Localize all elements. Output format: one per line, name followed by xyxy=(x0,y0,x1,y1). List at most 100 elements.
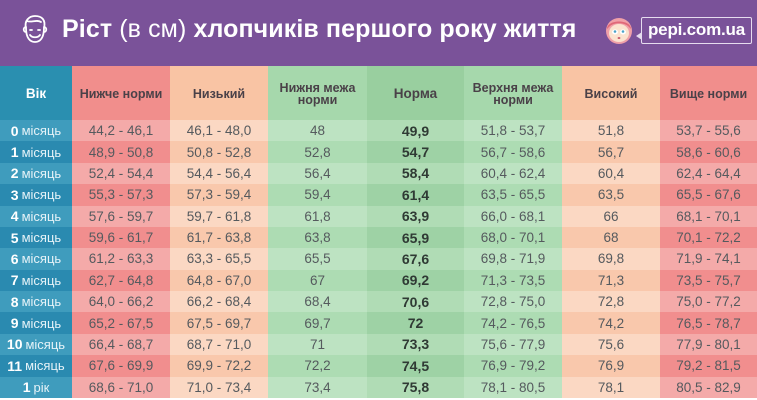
cell-high: 74,2 xyxy=(562,312,660,334)
cell-lower-norm-limit: 73,4 xyxy=(268,376,367,398)
column-header-norm: Норма xyxy=(367,62,464,120)
cell-below-norm: 62,7 - 64,8 xyxy=(72,269,170,291)
cell-lower-norm-limit: 63,8 xyxy=(268,226,367,249)
age-unit: місяць xyxy=(21,315,62,331)
age-unit: місяць xyxy=(21,251,62,267)
cell-low: 69,9 - 72,2 xyxy=(170,355,268,377)
column-header-below-norm: Нижче норми xyxy=(72,62,170,120)
height-table: Вік Нижче норми Низький Нижня межа норми… xyxy=(0,62,757,400)
cell-upper-norm-limit: 66,0 - 68,1 xyxy=(464,205,562,227)
column-header-above-norm: Вище норми xyxy=(660,62,757,120)
age-number: 9 xyxy=(10,315,19,332)
age-cell: 1 рік xyxy=(0,376,72,398)
cell-low: 63,3 - 65,5 xyxy=(170,248,268,270)
cell-above-norm: 65,5 - 67,6 xyxy=(660,184,757,206)
cell-low: 57,3 - 59,4 xyxy=(170,184,268,206)
title-units: (в см) xyxy=(119,14,187,43)
age-cell: 1 місяць xyxy=(0,141,72,163)
age-unit: місяць xyxy=(25,336,66,352)
age-number: 4 xyxy=(10,208,19,225)
age-cell: 5 місяць xyxy=(0,226,72,249)
cell-below-norm: 66,4 - 68,7 xyxy=(72,333,170,356)
cell-below-norm: 59,6 - 61,7 xyxy=(72,226,170,249)
cell-norm: 61,4 xyxy=(367,184,464,206)
brand-logo[interactable]: pepi.com.ua xyxy=(603,14,752,46)
cell-high: 66 xyxy=(562,205,660,227)
cell-norm: 72 xyxy=(367,312,464,334)
cell-high: 71,3 xyxy=(562,269,660,291)
age-cell: 2 місяць xyxy=(0,162,72,185)
age-cell: 11 місяць xyxy=(0,355,72,377)
cell-upper-norm-limit: 63,5 - 65,5 xyxy=(464,184,562,206)
age-cell: 6 місяць xyxy=(0,248,72,270)
cell-norm: 65,9 xyxy=(367,226,464,249)
cell-lower-norm-limit: 52,8 xyxy=(268,141,367,163)
cell-lower-norm-limit: 56,4 xyxy=(268,162,367,185)
cell-low: 67,5 - 69,7 xyxy=(170,312,268,334)
age-number: 8 xyxy=(10,293,19,310)
cell-above-norm: 70,1 - 72,2 xyxy=(660,226,757,249)
cell-below-norm: 57,6 - 59,7 xyxy=(72,205,170,227)
cell-high: 56,7 xyxy=(562,141,660,163)
age-cell: 0 місяць xyxy=(0,120,72,142)
cell-above-norm: 77,9 - 80,1 xyxy=(660,333,757,356)
cell-low: 61,7 - 63,8 xyxy=(170,226,268,249)
column-header-high: Високий xyxy=(562,62,660,120)
cell-lower-norm-limit: 65,5 xyxy=(268,248,367,270)
age-unit: місяць xyxy=(21,165,62,181)
cell-lower-norm-limit: 72,2 xyxy=(268,355,367,377)
cell-upper-norm-limit: 72,8 - 75,0 xyxy=(464,291,562,313)
cell-below-norm: 68,6 - 71,0 xyxy=(72,376,170,398)
cell-below-norm: 64,0 - 66,2 xyxy=(72,291,170,313)
column-header-lower-norm-limit: Нижня межа норми xyxy=(268,62,367,120)
cell-low: 59,7 - 61,8 xyxy=(170,205,268,227)
title-part-1: Ріст xyxy=(62,14,113,43)
age-cell: 7 місяць xyxy=(0,269,72,291)
age-unit: місяць xyxy=(21,144,62,160)
cell-below-norm: 48,9 - 50,8 xyxy=(72,141,170,163)
cell-upper-norm-limit: 75,6 - 77,9 xyxy=(464,333,562,356)
cell-high: 60,4 xyxy=(562,162,660,185)
cell-high: 51,8 xyxy=(562,120,660,142)
age-number: 6 xyxy=(10,250,19,267)
cell-upper-norm-limit: 76,9 - 79,2 xyxy=(464,355,562,377)
boy-face-icon xyxy=(22,15,48,43)
age-number: 3 xyxy=(10,186,19,203)
cell-low: 64,8 - 67,0 xyxy=(170,269,268,291)
cell-below-norm: 65,2 - 67,5 xyxy=(72,312,170,334)
cell-above-norm: 68,1 - 70,1 xyxy=(660,205,757,227)
cell-high: 63,5 xyxy=(562,184,660,206)
age-number: 11 xyxy=(7,357,23,374)
age-unit: місяць xyxy=(21,230,62,246)
cell-norm: 54,7 xyxy=(367,141,464,163)
cell-high: 69,8 xyxy=(562,248,660,270)
cell-above-norm: 58,6 - 60,6 xyxy=(660,141,757,163)
cell-above-norm: 79,2 - 81,5 xyxy=(660,355,757,377)
cell-above-norm: 76,5 - 78,7 xyxy=(660,312,757,334)
cell-below-norm: 67,6 - 69,9 xyxy=(72,355,170,377)
cell-above-norm: 75,0 - 77,2 xyxy=(660,291,757,313)
cell-low: 71,0 - 73,4 xyxy=(170,376,268,398)
cell-high: 72,8 xyxy=(562,291,660,313)
title-part-2: хлопчиків першого року життя xyxy=(193,14,577,43)
age-unit: рік xyxy=(33,379,50,395)
wave-divider xyxy=(0,56,757,65)
column-header-low: Низький xyxy=(170,62,268,120)
cell-high: 78,1 xyxy=(562,376,660,398)
age-unit: місяць xyxy=(21,208,62,224)
cell-norm: 67,6 xyxy=(367,248,464,270)
title-banner: Ріст (в см) хлопчиків першого року життя… xyxy=(0,0,757,66)
cell-norm: 58,4 xyxy=(367,162,464,185)
age-unit: місяць xyxy=(21,123,62,139)
age-number: 5 xyxy=(10,229,19,246)
cell-high: 68 xyxy=(562,226,660,249)
cell-low: 68,7 - 71,0 xyxy=(170,333,268,356)
cell-below-norm: 55,3 - 57,3 xyxy=(72,184,170,206)
cell-norm: 73,3 xyxy=(367,333,464,356)
age-number: 7 xyxy=(10,272,19,289)
age-cell: 10 місяць xyxy=(0,333,72,356)
cell-low: 54,4 - 56,4 xyxy=(170,162,268,185)
cell-upper-norm-limit: 74,2 - 76,5 xyxy=(464,312,562,334)
age-number: 1 xyxy=(10,144,19,161)
cell-upper-norm-limit: 56,7 - 58,6 xyxy=(464,141,562,163)
